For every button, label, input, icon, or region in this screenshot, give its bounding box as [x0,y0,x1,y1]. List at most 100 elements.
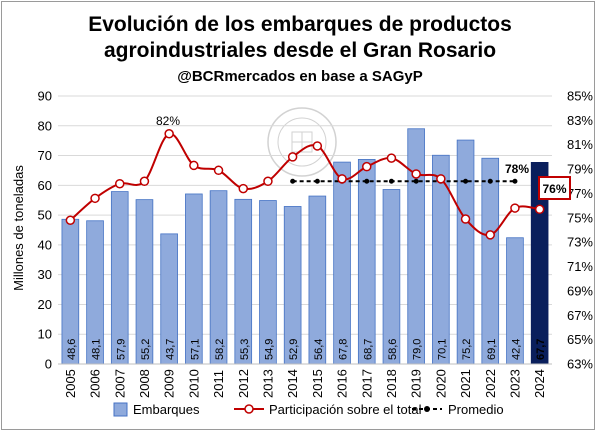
x-tick-label: 2017 [359,369,374,398]
bar-label-2015: 56,4 [313,339,325,360]
bar-2021 [456,139,475,365]
participacion-point-2007 [115,178,125,189]
chart-title-line1: Evolución de los embarques de productos [88,13,512,36]
y2-tick-label: 81% [567,137,593,152]
bar-label-2014: 52,9 [288,339,300,360]
promedio-point [364,178,370,184]
promedio-point [290,178,296,184]
participacion-point-2009 [164,129,174,139]
bar-label-2017: 68,7 [362,339,374,360]
last-value-annotation: 76% [542,182,566,196]
participacion-point-2015 [312,141,323,151]
participacion-point-2016 [337,174,347,184]
legend-participacion-marker [244,404,254,414]
x-tick-label: 2023 [507,369,522,398]
participacion-point-2024 [534,204,545,215]
bar-label-2013: 54,9 [263,339,275,360]
participacion-point-2017 [362,161,372,172]
x-tick-label: 2005 [63,369,78,398]
y-tick-label: 30 [38,267,52,282]
bar-label-2011: 58,2 [214,339,226,360]
axes: 0 10 20 30 40 50 60 70 80 90 63% 65% 67% 69% 71% 73% 75%… [38,89,594,399]
participacion-point-2012 [238,183,248,194]
bar-label-2020: 70,1 [436,339,448,360]
participacion-point-2020 [436,174,446,184]
bar-2016 [333,161,351,365]
promedio-point [487,178,493,184]
chart-title-line2: agroindustriales desde el Gran Rosario [104,39,496,62]
participacion-point-2014 [287,152,298,162]
participacion-point-2018 [386,153,397,163]
x-tick-label: 2022 [483,369,498,398]
y2-tick-label: 77% [567,186,593,201]
x-tick-label: 2013 [260,369,275,398]
y2-tick-label: 73% [567,235,593,250]
y-tick-label: 0 [45,357,52,372]
participacion-point-2013 [263,176,273,187]
y-tick-label: 70 [38,148,52,163]
x-tick-label: 2014 [285,369,300,398]
lines [65,129,545,240]
average-annotation: 78% [505,162,529,176]
bar-label-2019: 79,0 [412,339,424,360]
y-tick-label: 60 [38,178,52,193]
legend: Embarques Participación sobre el total P… [113,402,504,417]
y2-tick-label: 85% [567,89,593,104]
y2-tick-label: 83% [567,113,593,128]
bar-label-2007: 57,9 [115,339,127,360]
bar-label-2022: 69,1 [486,339,498,360]
legend-promedio: Promedio [448,402,504,417]
x-tick-label: 2015 [310,369,325,398]
participacion-point-2006 [90,193,100,204]
bar-2010 [185,193,203,365]
last-value-callout [538,176,571,200]
bar-2017 [357,159,376,365]
bar-label-2008: 55,2 [140,339,152,360]
watermark-seal [267,107,337,177]
legend-embarques-swatch [113,402,128,417]
bar-2011 [209,190,228,365]
y2-tick-label: 63% [567,357,593,372]
promedio-point [463,178,469,184]
bar-2007 [110,191,129,365]
bar-label-2018: 58,6 [387,339,399,360]
bar-label-2024: 67,7 [535,339,547,360]
participacion-point-2022 [485,230,495,240]
y-tick-label: 40 [38,237,52,252]
bar-label-2023: 42,4 [510,339,522,360]
x-tick-label: 2018 [384,369,399,398]
y-tick-label: 20 [38,297,52,312]
y2-tick-label: 71% [567,259,593,274]
bar-label-2012: 55,3 [239,339,251,360]
x-tick-label: 2021 [458,369,473,398]
bar-label-2016: 67,8 [338,339,350,360]
x-tick-label: 2008 [137,369,152,398]
legend-embarques: Embarques [133,402,200,417]
chart-subtitle: @BCRmercados en base a SAGyP [177,68,423,85]
x-tick-label: 2012 [236,369,251,398]
participacion-point-2008 [139,176,150,187]
y2-tick-label: 79% [567,162,593,177]
participacion-point-2011 [213,165,224,176]
participacion-point-2023 [510,203,520,213]
legend-promedio-marker [424,406,430,412]
participacion-point-2019 [411,169,421,179]
promedio-point [388,178,394,184]
y2-tick-label: 67% [567,308,593,323]
x-tick-label: 2007 [112,369,127,398]
y-tick-label: 10 [38,327,52,342]
y2-tick-label: 69% [567,283,593,298]
bar-2022 [481,157,500,365]
x-tick-label: 2020 [433,369,448,398]
legend-participacion: Participación sobre el total [269,402,422,417]
x-tick-label: 2016 [335,369,350,398]
bar-label-2006: 48,1 [91,339,103,360]
bar-2019 [407,128,425,365]
promedio-point [413,178,419,184]
participacion-point-2005 [65,215,76,226]
x-tick-label: 2019 [409,369,424,398]
y2-tick-label: 75% [567,210,593,225]
participacion-point-2010 [189,160,199,171]
participacion-point-2021 [460,214,471,224]
